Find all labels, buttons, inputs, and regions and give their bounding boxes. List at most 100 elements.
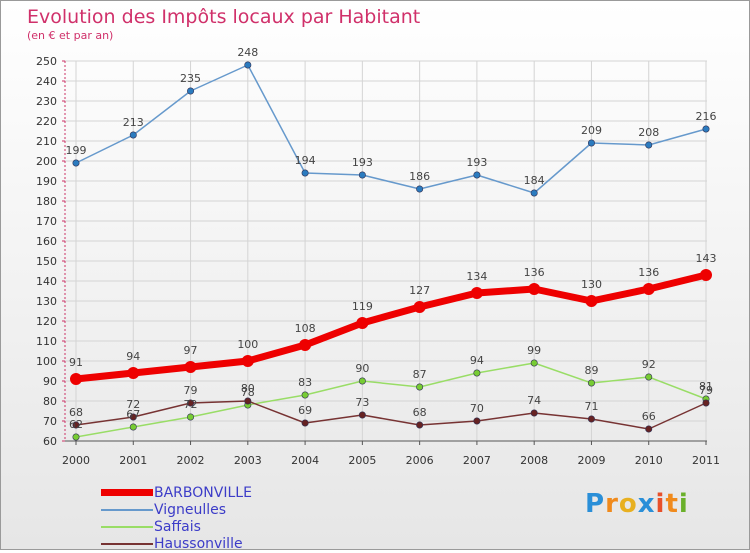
data-point: [358, 411, 366, 419]
legend-swatch-saffais: [101, 526, 153, 528]
data-point: [473, 171, 481, 179]
data-point: [244, 397, 252, 405]
y-tick-label: 220: [36, 115, 57, 128]
logo-letter: P: [585, 489, 606, 519]
legend-label-vigneulles: Vigneulles: [154, 502, 227, 518]
data-point: [530, 359, 538, 367]
data-label: 143: [696, 252, 717, 265]
data-label: 108: [295, 322, 316, 335]
data-label: 194: [295, 154, 316, 167]
data-point: [301, 419, 309, 427]
data-label: 127: [409, 284, 430, 297]
legend-label-barbonville: BARBONVILLE: [154, 485, 252, 501]
y-tick-label: 140: [36, 275, 57, 288]
series-line-haussonville: [75, 400, 707, 430]
x-tick-label: 2004: [291, 454, 319, 467]
data-point: [301, 391, 309, 399]
y-tick-label: 240: [36, 75, 57, 88]
y-tick-label: 150: [36, 255, 57, 268]
data-point: [645, 141, 653, 149]
data-point: [416, 421, 424, 429]
data-point: [129, 131, 137, 139]
x-tick-label: 2000: [62, 454, 90, 467]
y-tick-label: 90: [43, 375, 57, 388]
legend-label-saffais: Saffais: [154, 519, 201, 535]
proxiti-logo: Proxiti: [585, 489, 689, 519]
y-tick-label: 60: [43, 435, 57, 448]
data-label: 99: [527, 344, 541, 357]
data-label: 72: [184, 398, 198, 411]
y-tick-label: 100: [36, 355, 57, 368]
data-label: 71: [584, 400, 598, 413]
data-point: [301, 169, 309, 177]
data-label: 97: [184, 344, 198, 357]
x-tick-label: 2005: [348, 454, 376, 467]
data-label: 235: [180, 72, 201, 85]
legend-swatch-vigneulles: [101, 509, 153, 511]
data-label: 193: [466, 156, 487, 169]
data-label: 70: [470, 402, 484, 415]
data-point: [473, 369, 481, 377]
data-label: 248: [237, 46, 258, 59]
data-point: [702, 125, 710, 133]
x-tick-label: 2003: [234, 454, 262, 467]
data-point: [299, 339, 312, 351]
data-label: 79: [699, 384, 713, 397]
data-point: [72, 421, 80, 429]
data-label: 67: [126, 408, 140, 421]
data-point: [358, 377, 366, 385]
data-point: [187, 413, 195, 421]
y-tick-label: 250: [36, 55, 57, 68]
y-tick-label: 230: [36, 95, 57, 108]
logo-letter: x: [637, 489, 656, 519]
data-label: 73: [355, 396, 369, 409]
data-point: [70, 373, 82, 385]
data-label: 184: [524, 174, 545, 187]
x-tick-label: 2010: [635, 454, 663, 467]
logo-letter: i: [655, 489, 666, 519]
data-point: [356, 317, 369, 329]
data-point: [358, 171, 366, 179]
legend-swatch-haussonville: [101, 543, 153, 545]
data-point: [72, 433, 80, 441]
data-label: 80: [241, 382, 255, 395]
data-label: 72: [126, 398, 140, 411]
data-point: [241, 355, 254, 367]
data-label: 68: [413, 406, 427, 419]
data-point: [129, 413, 137, 421]
axes: 60 70 80 90 100 110 120 130 140 150 160 170 180 190 20…: [36, 55, 720, 467]
data-label: 62: [69, 418, 83, 431]
y-tick-label: 160: [36, 235, 57, 248]
data-point: [244, 61, 252, 69]
data-point: [530, 409, 538, 417]
data-point: [129, 423, 137, 431]
data-label: 193: [352, 156, 373, 169]
series-line-saffais: [75, 362, 707, 438]
data-label: 79: [184, 384, 198, 397]
y-tick-label: 120: [36, 315, 57, 328]
data-point: [645, 425, 653, 433]
data-label: 66: [642, 410, 656, 423]
data-label: 130: [581, 278, 602, 291]
data-point: [413, 301, 426, 313]
data-label: 74: [527, 394, 541, 407]
data-label: 136: [638, 266, 659, 279]
logo-letter: i: [678, 489, 689, 519]
logo-letter: o: [618, 489, 638, 519]
legend-label-haussonville: Haussonville: [154, 536, 243, 552]
data-point: [416, 383, 424, 391]
data-point: [645, 373, 653, 381]
data-point: [700, 269, 712, 281]
data-point: [187, 399, 195, 407]
data-label: 91: [69, 356, 83, 369]
data-labels: 199 213 235 248 194 193 186 193 184 209 208 216 62 67…: [66, 46, 717, 431]
data-point: [528, 283, 541, 295]
data-point: [72, 159, 80, 167]
data-point: [585, 295, 598, 307]
x-tick-label: 2007: [463, 454, 491, 467]
data-label: 81: [699, 380, 713, 393]
data-label: 209: [581, 124, 602, 137]
y-tick-label: 200: [36, 155, 57, 168]
x-tick-label: 2002: [177, 454, 205, 467]
